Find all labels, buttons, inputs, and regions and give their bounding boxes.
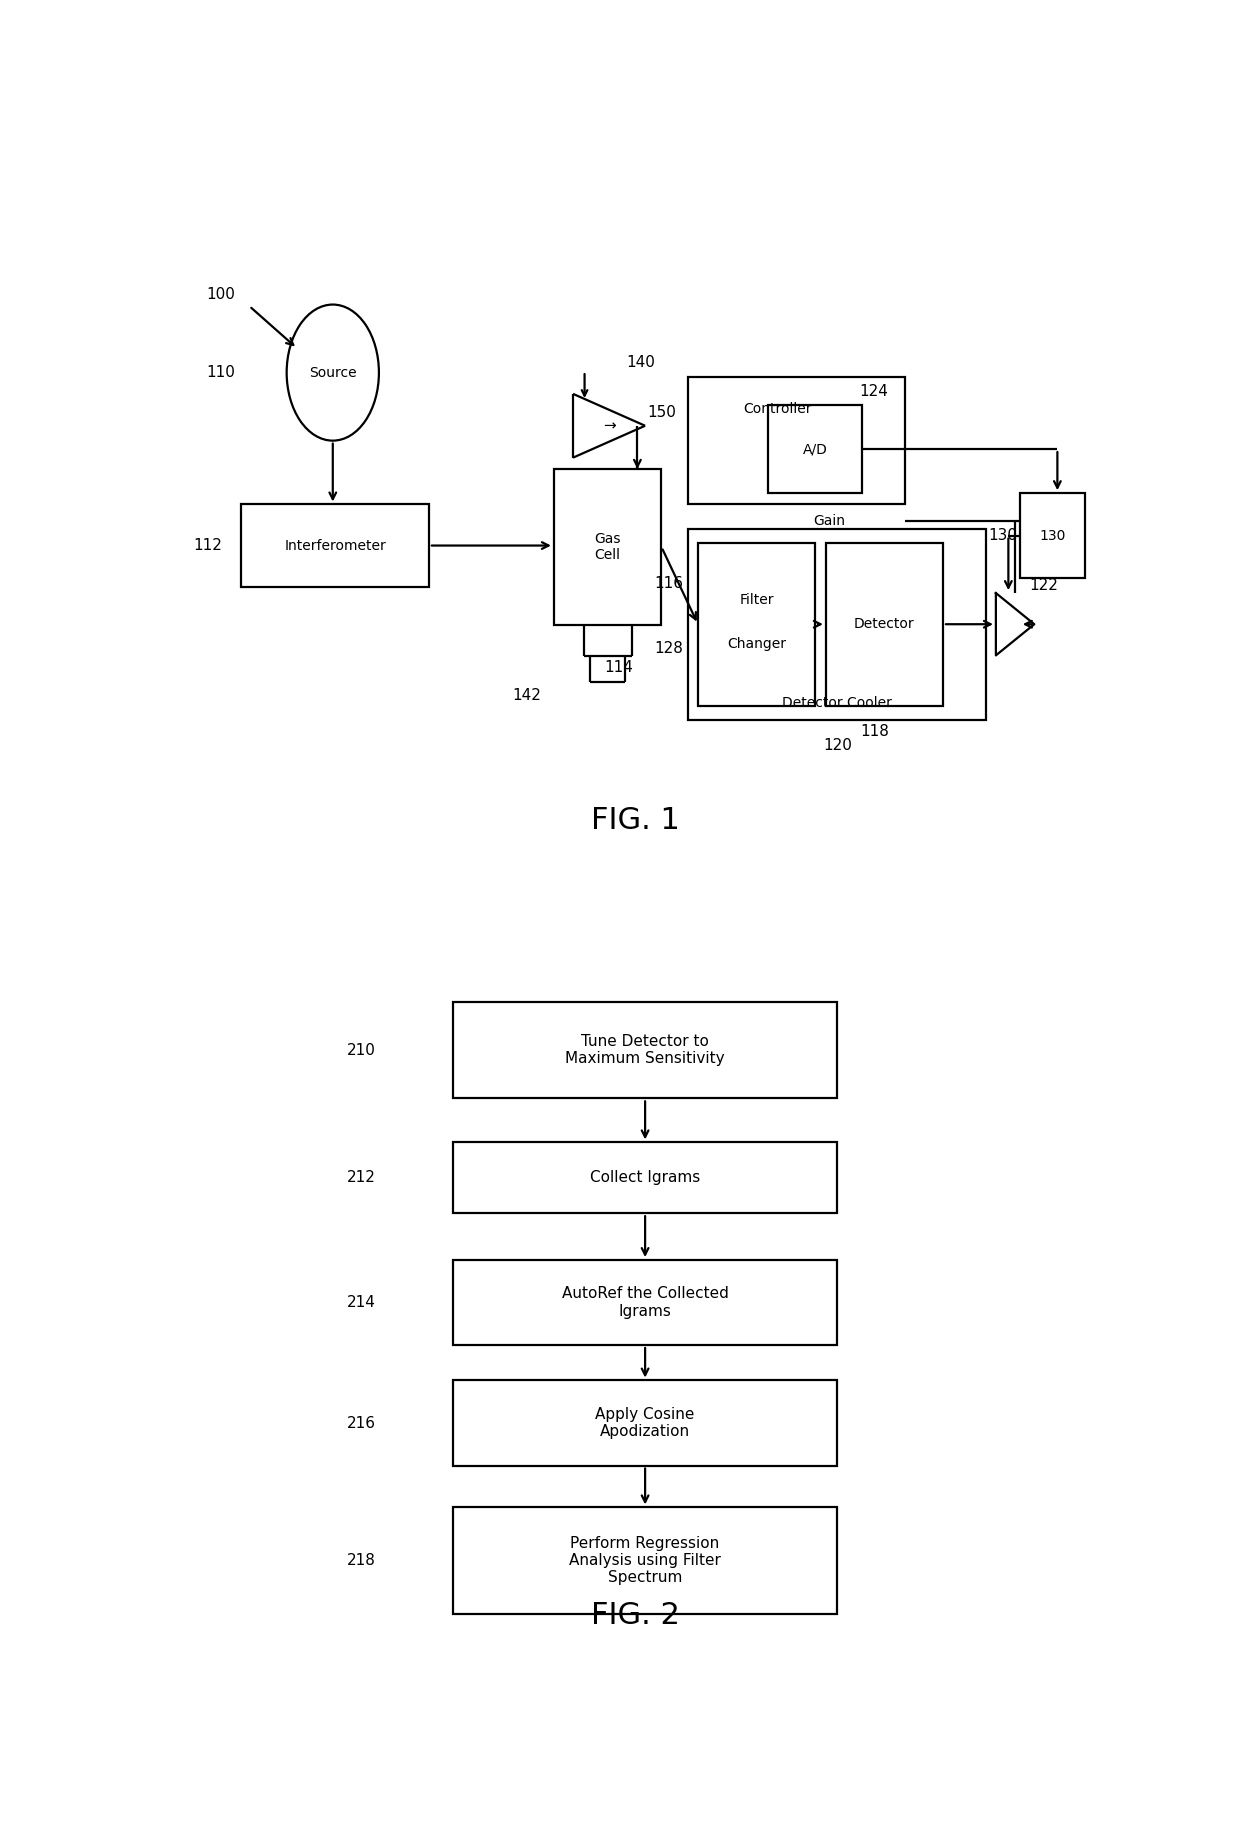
Text: 112: 112 <box>193 538 222 552</box>
FancyBboxPatch shape <box>554 469 661 624</box>
FancyBboxPatch shape <box>1019 493 1085 578</box>
FancyBboxPatch shape <box>768 405 862 493</box>
FancyBboxPatch shape <box>453 1381 837 1465</box>
Text: 150: 150 <box>647 405 676 420</box>
FancyBboxPatch shape <box>453 1141 837 1213</box>
Text: Detector Cooler: Detector Cooler <box>782 696 893 711</box>
Text: Gas
Cell: Gas Cell <box>594 532 621 562</box>
Circle shape <box>286 304 379 440</box>
Text: Apply Cosine
Apodization: Apply Cosine Apodization <box>595 1407 694 1440</box>
Text: 122: 122 <box>1029 578 1059 593</box>
Text: 212: 212 <box>347 1171 376 1186</box>
Text: Gain: Gain <box>813 514 844 528</box>
Text: 120: 120 <box>823 738 852 753</box>
FancyBboxPatch shape <box>453 1508 837 1615</box>
Text: 124: 124 <box>859 383 888 398</box>
Text: AutoRef the Collected
Igrams: AutoRef the Collected Igrams <box>562 1287 729 1318</box>
Text: 130: 130 <box>988 528 1017 543</box>
Text: FIG. 1: FIG. 1 <box>591 806 680 836</box>
FancyBboxPatch shape <box>242 504 429 587</box>
Text: 100: 100 <box>206 287 234 302</box>
Text: FIG. 2: FIG. 2 <box>591 1602 680 1631</box>
Text: →: → <box>603 418 615 433</box>
Text: 110: 110 <box>206 365 234 379</box>
Text: 216: 216 <box>347 1416 376 1430</box>
Text: A/D: A/D <box>802 442 827 457</box>
Text: 210: 210 <box>347 1042 376 1059</box>
Text: 140: 140 <box>626 355 655 370</box>
Text: 218: 218 <box>347 1554 376 1569</box>
FancyBboxPatch shape <box>826 543 942 705</box>
Text: 114: 114 <box>605 659 634 676</box>
Text: 142: 142 <box>512 689 542 703</box>
Text: Collect Igrams: Collect Igrams <box>590 1171 701 1186</box>
FancyBboxPatch shape <box>688 377 905 504</box>
FancyBboxPatch shape <box>688 528 986 720</box>
Text: 214: 214 <box>347 1294 376 1311</box>
Text: 118: 118 <box>861 724 889 738</box>
Text: Detector: Detector <box>854 617 915 631</box>
Text: Filter: Filter <box>739 593 774 608</box>
FancyBboxPatch shape <box>453 1002 837 1099</box>
FancyBboxPatch shape <box>453 1259 837 1346</box>
Text: Controller: Controller <box>743 401 811 416</box>
Text: Source: Source <box>309 366 357 379</box>
Text: Tune Detector to
Maximum Sensitivity: Tune Detector to Maximum Sensitivity <box>565 1035 725 1066</box>
FancyBboxPatch shape <box>698 543 815 705</box>
Text: Perform Regression
Analysis using Filter
Spectrum: Perform Regression Analysis using Filter… <box>569 1535 720 1585</box>
Text: 130: 130 <box>1039 528 1065 543</box>
Text: Changer: Changer <box>727 637 786 650</box>
Text: Interferometer: Interferometer <box>284 539 386 552</box>
Text: 116: 116 <box>655 576 683 591</box>
Text: 128: 128 <box>655 641 683 655</box>
